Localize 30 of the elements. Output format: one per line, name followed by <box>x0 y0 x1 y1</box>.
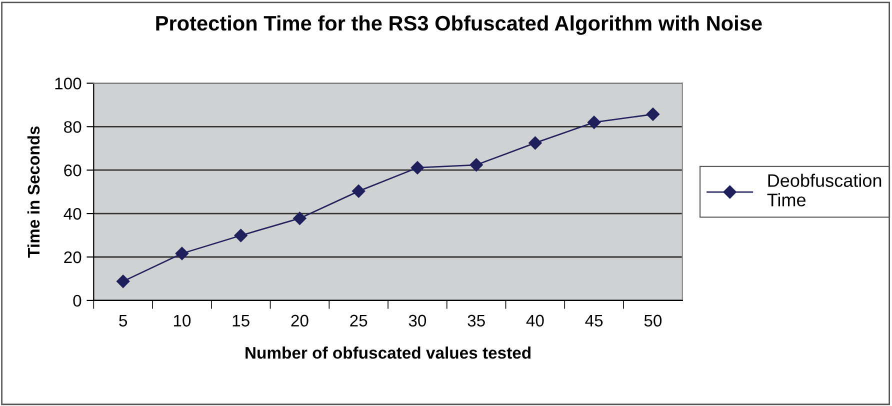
y-tick-label: 80 <box>64 121 82 133</box>
x-tick-label: 15 <box>232 314 250 327</box>
point <box>587 116 601 129</box>
y-tick-label: 100 <box>55 78 82 90</box>
x-tick-label: 45 <box>585 314 603 327</box>
y-tick-label: 40 <box>64 208 82 220</box>
x-tick-label: 20 <box>291 314 308 327</box>
x-tick-label: 5 <box>119 314 128 327</box>
y-tick-label: 60 <box>64 164 82 176</box>
x-tick-label: 40 <box>526 314 544 327</box>
chart-title: Protection Time for the RS3 Obfuscated Algorithm with Noise <box>156 15 762 35</box>
point <box>116 274 130 288</box>
x-tick-label: 10 <box>174 314 191 327</box>
point <box>352 184 366 198</box>
point <box>234 228 248 242</box>
x-tick-label: 50 <box>644 314 662 327</box>
y-tick-label: 20 <box>64 251 82 264</box>
x-axis-title: Number of obfuscated values tested <box>246 346 530 359</box>
point <box>470 158 483 172</box>
point <box>528 136 542 150</box>
point <box>175 246 189 260</box>
y-tick-label: 0 <box>73 294 82 307</box>
point <box>410 161 424 174</box>
point <box>293 212 306 225</box>
x-tick-label: 25 <box>350 314 368 327</box>
y-axis-title: Time in Seconds <box>27 126 40 258</box>
x-tick-label: 30 <box>408 314 426 327</box>
legend-label: Deobfuscation Time <box>767 174 882 206</box>
point <box>646 108 660 121</box>
x-tick-label: 35 <box>468 314 485 327</box>
